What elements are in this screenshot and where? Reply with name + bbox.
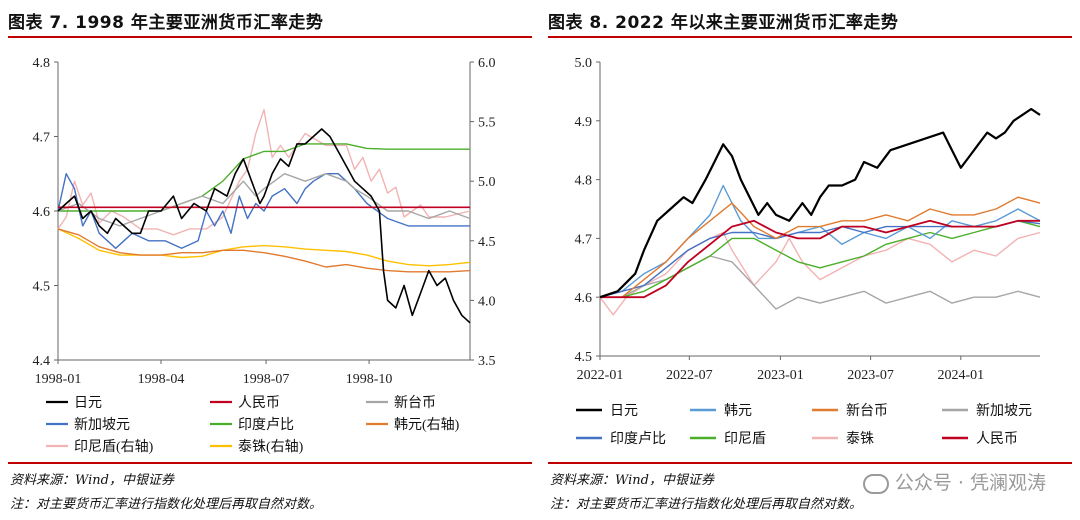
chart-panel-1998: 图表 7. 1998 年主要亚洲货币汇率走势 4.4 4.5 4.6 4.7 4.8 3.… [8,13,532,512]
series-line-新台币 [600,196,1041,298]
title-divider [8,36,532,38]
y-tick-label-left: 4.5 [33,280,51,295]
note-text: 注：对主要货币汇率进行指数化处理后再取自然对数。 [10,497,323,512]
series-line-印度卢比 [58,143,470,212]
series-line-韩元 [599,184,1041,298]
y-tick-label: 4.8 [575,174,593,189]
series-line-印尼盾(右轴) [57,108,471,236]
source-text: 资料来源：Wind，中银证券 [10,473,174,488]
chart-2022-plot: 4.5 4.6 4.7 4.8 4.9 5.0 2022-01 2022-07 2023-01 2… [575,56,1041,447]
y-tick-label-right: 3.5 [478,354,496,369]
y-tick-label: 4.6 [575,291,593,306]
series-line-新加坡元 [57,172,470,250]
series-line-印尼盾 [600,220,1041,298]
chart-title: 图表 8. 2022 年以来主要亚洲货币汇率走势 [548,13,899,33]
legend-label: 韩元 [724,403,752,419]
x-tick-label: 2023-01 [757,368,804,383]
legend-label: 新台币 [846,403,888,419]
y-tick-label-left: 4.6 [33,205,51,220]
x-tick-label: 2024-01 [937,368,984,383]
series-line-新加坡元 [600,255,1041,310]
watermark-text: 公众号 · 凭澜观涛 [894,472,1046,494]
watermark: 公众号 · 凭澜观涛 [862,468,1046,495]
legend-label: 日元 [74,396,102,411]
y-tick-label-left: 4.8 [33,56,51,71]
chart-panel-2022: 图表 8. 2022 年以来主要亚洲货币汇率走势 4.5 4.6 4.7 4.8 4.9… [540,0,1080,520]
series-line-泰铢(右轴) [57,228,471,267]
y-tick-label-right: 5.5 [478,116,496,131]
y-tick-label-right: 4.5 [478,235,496,250]
x-tick-label: 2022-07 [666,368,713,383]
source-text: 资料来源：Wind，中银证券 [550,473,714,488]
legend-label: 印尼盾 [724,431,766,447]
y-tick-label-right: 5.0 [478,175,496,190]
y-tick-label: 4.7 [575,232,593,247]
legend-label: 泰铢 [846,431,874,447]
legend-label: 韩元(右轴) [394,417,460,433]
chart-title: 图表 7. 1998 年主要亚洲货币汇率走势 [8,13,324,33]
legend-label: 印度卢比 [238,417,294,433]
x-tick-label: 1998-07 [243,372,290,387]
legend-label: 新台币 [394,395,436,411]
note-text: 注：对主要货币汇率进行指数化处理后再取自然对数。 [550,497,863,512]
y-tick-label-left: 4.4 [33,354,51,369]
series-line-人民币 [600,219,1040,299]
source-divider [8,462,532,464]
x-tick-label: 1998-01 [35,372,82,387]
series-line-泰铢 [599,231,1041,316]
x-tick-label: 2023-07 [847,368,894,383]
y-tick-label: 4.5 [575,350,593,365]
legend-label: 泰铢(右轴) [238,439,304,455]
legend-label: 新加坡元 [976,403,1032,419]
wechat-icon [862,473,889,494]
series-line-韩元(右轴) [57,228,471,273]
legend-label: 人民币 [238,395,280,411]
legend-label: 人民币 [976,431,1018,447]
title-divider [548,36,1072,38]
legend-label: 印度卢比 [610,431,666,447]
x-tick-label: 1998-10 [346,372,393,387]
chart-1998-plot: 4.4 4.5 4.6 4.7 4.8 3.5 4.0 4.5 5.0 5.5 6.0 1998-01… [33,56,496,455]
series-line-新台币 [57,172,471,227]
source-divider [548,462,1072,464]
x-tick-label: 1998-04 [138,372,185,387]
legend-label: 印尼盾(右轴) [74,439,154,455]
series-line-日元 [57,128,471,324]
legend-label: 日元 [610,404,638,419]
y-tick-label-left: 4.7 [33,131,51,146]
x-tick-label: 2022-01 [577,368,624,383]
y-tick-label-right: 6.0 [478,56,496,71]
y-tick-label: 4.9 [575,115,593,130]
y-tick-label-right: 4.0 [478,294,496,309]
y-tick-label: 5.0 [575,56,593,71]
legend-label: 新加坡元 [74,417,130,433]
series-line-日元 [599,107,1041,299]
